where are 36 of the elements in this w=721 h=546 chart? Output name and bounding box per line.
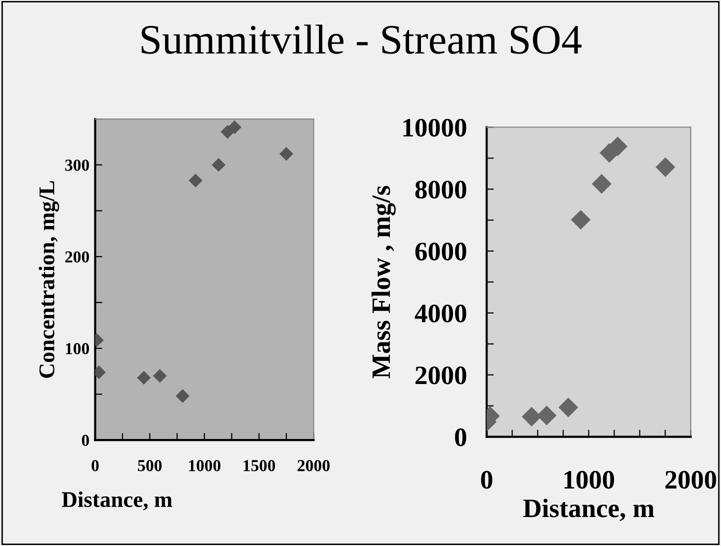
- point: [152, 368, 167, 383]
- point: [212, 158, 226, 172]
- x-tick-label: 0: [92, 460, 99, 472]
- x-tick-label: 2000: [298, 460, 330, 472]
- point: [656, 157, 676, 177]
- x-tick-label: 1000: [189, 460, 220, 472]
- point: [188, 174, 202, 188]
- y-tick-label: 300: [65, 160, 89, 171]
- y-tick-label: 10000: [403, 118, 466, 137]
- y-tick-label: 0: [82, 434, 89, 446]
- x-axis-title: Distance, m: [523, 498, 654, 522]
- point: [279, 147, 294, 161]
- y-axis-title: Mass Flow , mg/s: [372, 186, 396, 378]
- y-tick-label: 200: [65, 251, 89, 263]
- chart-title: Summitville - Stream SO4: [142, 24, 582, 54]
- point: [522, 406, 542, 426]
- point: [137, 370, 151, 385]
- point: [592, 174, 612, 194]
- y-tick-label: 2000: [416, 366, 466, 384]
- y-tick-label: 6000: [415, 242, 466, 260]
- y-tick-label: 4000: [414, 304, 466, 322]
- x-tick-label: 0: [481, 470, 492, 489]
- y-tick-label: 8000: [415, 180, 466, 199]
- point: [228, 120, 242, 134]
- y-axis-title: Concentration, mg/L: [38, 181, 60, 378]
- y-tick-label: 0: [455, 428, 466, 446]
- x-tick-label: 2000: [665, 470, 716, 489]
- point: [536, 406, 556, 426]
- y-tick-label: 100: [66, 343, 89, 354]
- x-tick-label: 1500: [244, 460, 276, 472]
- point: [176, 389, 190, 403]
- x-tick-label: 1000: [564, 470, 614, 489]
- x-axis-title: Distance, m: [62, 491, 172, 510]
- x-tick-label: 500: [138, 460, 162, 472]
- point: [570, 210, 591, 230]
- point: [558, 398, 578, 418]
